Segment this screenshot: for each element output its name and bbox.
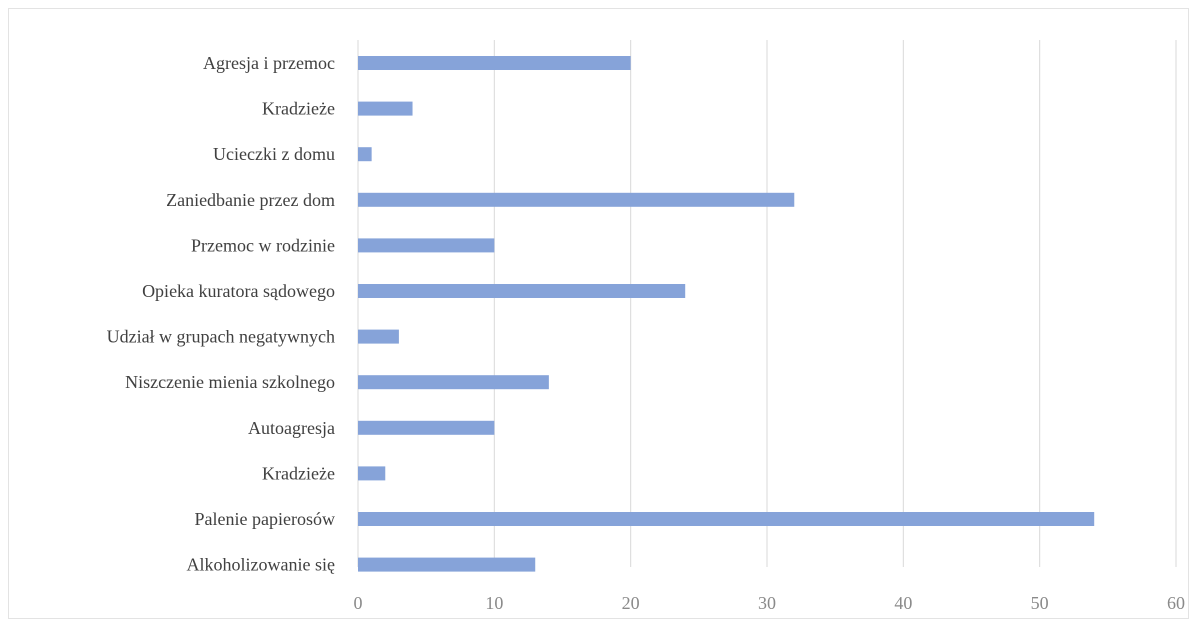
category-label: Opieka kuratora sądowego: [142, 281, 335, 301]
category-label: Kradzieże: [262, 99, 335, 119]
bar: [358, 192, 795, 207]
category-label: Udział w grupach negatywnych: [107, 327, 335, 347]
category-label: Agresja i przemoc: [203, 53, 335, 73]
category-label: Kradzieże: [262, 463, 335, 483]
x-tick-label: 10: [485, 593, 503, 613]
category-label: Przemoc w rodzinie: [191, 235, 335, 255]
bar: [358, 238, 495, 253]
x-tick-label: 30: [758, 593, 776, 613]
bars: [358, 56, 1095, 572]
bar: [358, 147, 372, 162]
category-label: Palenie papierosów: [195, 509, 335, 529]
x-axis-ticks: 0 10 20 30 40 50 60: [354, 593, 1186, 613]
bar: [358, 101, 413, 116]
x-tick-label: 60: [1167, 593, 1185, 613]
category-label: Autoagresja: [248, 418, 335, 438]
category-labels: Agresja i przemoc Kradzieże Ucieczki z dom…: [107, 53, 335, 575]
category-label: Zaniedbanie przez dom: [166, 190, 335, 210]
gridlines: [357, 40, 1177, 567]
x-tick-label: 0: [354, 593, 363, 613]
category-label: Niszczenie mienia szkolnego: [125, 372, 335, 392]
bar: [358, 512, 1095, 526]
bar: [358, 466, 386, 481]
x-tick-label: 20: [622, 593, 640, 613]
bar: [358, 557, 536, 572]
x-tick-label: 50: [1031, 593, 1049, 613]
bar: [358, 284, 686, 298]
bar: [358, 329, 399, 344]
bar: [358, 420, 495, 435]
x-tick-label: 40: [894, 593, 912, 613]
category-label: Ucieczki z domu: [213, 144, 335, 164]
category-label: Alkoholizowanie się: [187, 555, 335, 575]
bar: [358, 375, 549, 390]
bar: [358, 56, 631, 70]
